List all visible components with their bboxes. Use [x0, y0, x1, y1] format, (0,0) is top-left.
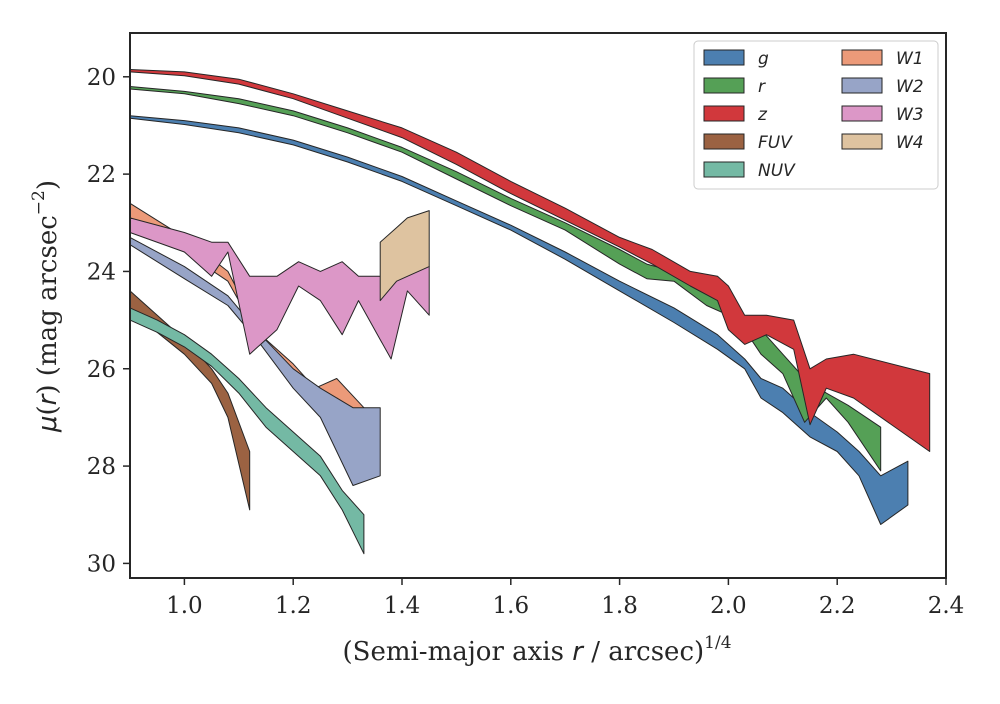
x-tick-label: 2.4 — [928, 593, 965, 619]
legend-label: W4 — [896, 133, 924, 153]
x-tick-label: 1.6 — [493, 593, 530, 619]
y-tick-label: 26 — [87, 357, 116, 383]
legend-label: r — [758, 77, 766, 97]
legend-label: W3 — [896, 105, 924, 125]
legend-label: W1 — [896, 49, 924, 69]
legend-swatch — [841, 49, 883, 66]
y-axis-label-unit: ) (mag arcsec — [33, 215, 63, 394]
y-tick-label: 22 — [87, 162, 116, 188]
y-tick-label: 28 — [87, 454, 116, 480]
y-tick-label: 20 — [87, 65, 116, 91]
y-tick-label: 24 — [87, 259, 116, 285]
band-nuv — [129, 307, 365, 555]
y-axis-label-var: r — [33, 392, 63, 405]
legend-item-g: g — [703, 49, 769, 69]
band-g — [129, 115, 909, 525]
legend-item-w3: W3 — [841, 105, 924, 125]
legend-item-nuv: NUV — [703, 161, 796, 181]
plot-frame — [129, 32, 947, 579]
x-tick-label: 1.4 — [384, 593, 421, 619]
legend-swatch — [703, 105, 745, 122]
x-axis-label-suffix: / arcsec) — [583, 637, 704, 667]
x-tick-label: 2.0 — [710, 593, 747, 619]
band-w4 — [379, 210, 430, 302]
x-tick-label: 1.8 — [601, 593, 638, 619]
legend-swatch — [703, 49, 745, 66]
legend-swatch — [703, 161, 745, 178]
band-z — [129, 69, 931, 452]
y-axis-label-mu: μ — [33, 415, 63, 433]
legend-swatch — [703, 77, 745, 94]
legend-swatch — [841, 105, 883, 122]
bands-layer — [129, 69, 931, 555]
legend-item-w1: W1 — [841, 49, 924, 69]
x-axis-label-var: r — [572, 637, 585, 667]
x-tick-label: 1.0 — [166, 593, 203, 619]
legend-label: z — [757, 105, 768, 125]
legend-swatch — [703, 133, 745, 150]
y-axis-label: μ(r) (mag arcsec−2) — [29, 180, 63, 433]
legend-label: NUV — [758, 161, 796, 181]
ticks-layer: 1.0 1.2 1.4 1.6 1.8 2.0 2.2 2.4 20 22 24 26 28 30 — [87, 65, 965, 619]
y-tick-label: 30 — [87, 551, 116, 577]
legend-item-fuv: FUV — [703, 133, 793, 153]
band-w3 — [129, 217, 430, 360]
x-axis-label: (Semi-major axis r / arcsec)1/4 — [342, 633, 731, 667]
y-axis-label-exponent: −2 — [29, 190, 49, 215]
band-r — [129, 86, 882, 472]
legend-item-w4: W4 — [841, 133, 924, 153]
legend-item-z: z — [703, 105, 768, 125]
legend-item-r: r — [703, 77, 766, 97]
legend-label: W2 — [896, 77, 924, 97]
legend: grz FUV NUV W1 W2 W3 W4 — [693, 40, 939, 190]
legend-label: g — [758, 49, 769, 69]
y-axis-label-close: ) — [33, 180, 63, 190]
x-axis-label-prefix: (Semi-major axis — [342, 637, 572, 667]
legend-item-w2: W2 — [841, 77, 924, 97]
legend-label: FUV — [758, 133, 793, 153]
legend-swatch — [841, 133, 883, 150]
x-axis-label-exponent: 1/4 — [704, 633, 731, 653]
x-tick-label: 2.2 — [819, 593, 856, 619]
x-tick-label: 1.2 — [275, 593, 312, 619]
legend-swatch — [841, 77, 883, 94]
y-axis-label-open: ( — [33, 405, 63, 415]
